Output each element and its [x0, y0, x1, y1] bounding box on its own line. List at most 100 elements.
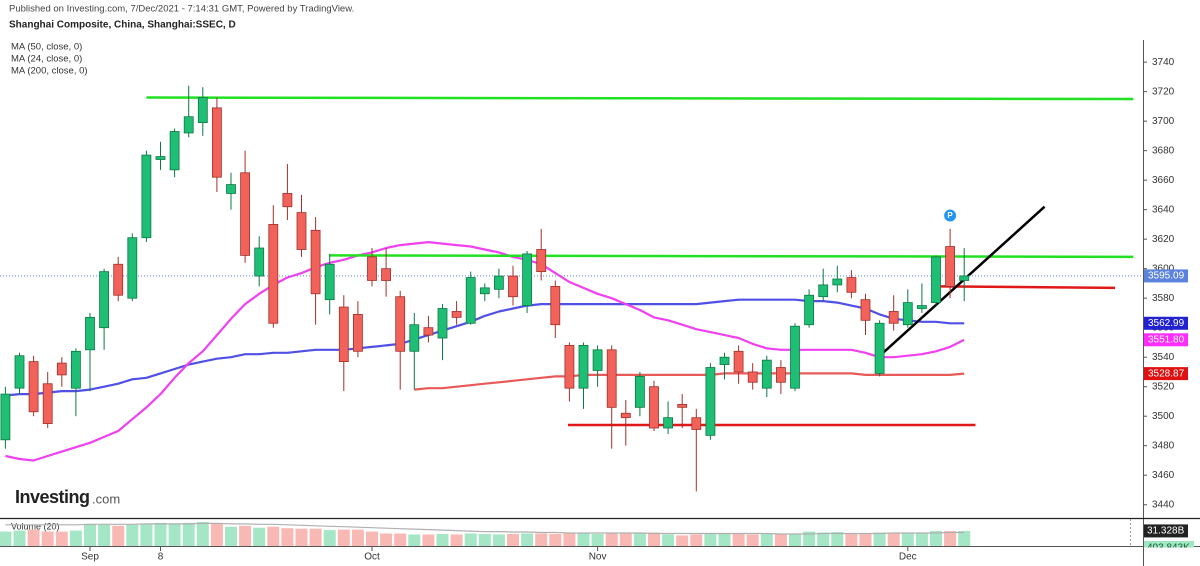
candle-body: [141, 154, 152, 239]
volume-bar: [464, 533, 477, 546]
volume-bar: [210, 523, 223, 546]
candle-body: [888, 311, 899, 324]
candle-body: [395, 296, 406, 352]
volume-bar: [41, 531, 54, 546]
volume-bar: [915, 532, 928, 546]
logo-name: Investing: [15, 487, 90, 507]
drawing-line: [877, 205, 1046, 359]
candle-body: [536, 249, 547, 273]
candle-body: [663, 417, 673, 429]
volume-bar: [887, 532, 900, 546]
candle-body: [451, 311, 462, 318]
volume-bar: [535, 533, 548, 546]
volume-bar: [648, 532, 660, 546]
candle-body: [550, 285, 561, 326]
candle-body: [268, 224, 279, 324]
volume-bar: [337, 529, 350, 546]
volume-bar: [309, 528, 322, 546]
volume-bar: [901, 533, 914, 546]
volume-last-box: [1144, 524, 1188, 538]
volume-bar: [366, 531, 378, 546]
volume-bar: [55, 531, 68, 546]
y-tick-label: 3640: [1152, 204, 1175, 215]
candle-body: [733, 350, 744, 373]
candle-body: [56, 362, 67, 376]
volume-bar: [239, 525, 252, 546]
candle-body: [338, 306, 349, 363]
candle-body: [804, 294, 814, 326]
volume-bar: [930, 531, 942, 546]
chart-title: Shanghai Composite, China, Shanghai:SSEC…: [9, 20, 236, 31]
published-note: Published on Investing.com, 7/Dec/2021 -…: [9, 4, 354, 15]
volume-bar: [295, 528, 308, 546]
volume-pane: [0, 521, 971, 546]
y-tick-label: 3600: [1152, 263, 1175, 274]
legend-entry: MA (50, close, 0): [11, 42, 82, 53]
candle-body: [211, 107, 222, 178]
volume-bar: [182, 522, 195, 546]
candle-body: [0, 393, 11, 441]
volume-bar: [84, 523, 96, 546]
y-tick-label: 3500: [1152, 411, 1175, 422]
volume-bar: [408, 534, 421, 546]
volume-bar: [619, 532, 632, 546]
ma-last-label: 3551.80: [1148, 334, 1185, 345]
y-tick-label: 3680: [1152, 145, 1175, 156]
volume-bar: [690, 534, 703, 546]
y-tick-label: 3460: [1152, 470, 1175, 481]
pivot-marker-label: P: [947, 211, 953, 220]
volume-bar: [817, 532, 830, 546]
volume-bar: [478, 533, 491, 546]
candle-body: [945, 246, 955, 287]
drawing-line: [329, 254, 1134, 259]
candle-body: [578, 344, 589, 389]
ma-last-label-box: [1144, 367, 1188, 381]
volume-bar: [577, 533, 590, 546]
axes: 3440346034803500352035403560358036003620…: [81, 57, 1200, 566]
volume-bar: [168, 523, 181, 546]
y-tick-label: 3520: [1152, 381, 1175, 392]
candle-body: [790, 325, 800, 389]
volume-bar: [98, 524, 111, 546]
volume-title: Volume (20): [11, 521, 60, 531]
volume-bar: [789, 533, 801, 546]
candle-body: [776, 367, 786, 383]
volume-ma-line: [5, 522, 965, 535]
ma-line: [5, 241, 965, 462]
volume-bar: [944, 531, 957, 546]
y-tick-label: 3480: [1152, 440, 1175, 451]
candle-body: [564, 344, 575, 389]
candle-body: [719, 356, 730, 365]
volume-bar: [154, 522, 167, 546]
ma-last-label: 3562.99: [1148, 318, 1185, 329]
candle-body: [71, 350, 81, 389]
ma-line: [414, 372, 965, 391]
candle-body: [409, 324, 420, 352]
volume-bar: [253, 527, 266, 546]
y-tick-label: 3720: [1152, 86, 1175, 97]
volume-bar: [605, 532, 618, 546]
candle-body: [959, 275, 970, 281]
candle-body: [522, 253, 532, 306]
candle-body: [465, 277, 476, 324]
candle-body: [155, 156, 166, 160]
volume-bar: [633, 533, 646, 546]
candle-body: [226, 184, 236, 194]
candle-body: [197, 97, 208, 124]
candle-body: [254, 247, 265, 277]
volume-bar: [422, 534, 435, 546]
candle-body: [310, 229, 321, 295]
candle-body: [352, 314, 363, 352]
candle-body: [296, 212, 307, 250]
x-tick-label: Oct: [364, 552, 380, 563]
volume-bar: [676, 535, 689, 546]
volume-bar: [0, 531, 12, 546]
y-tick-label: 3660: [1152, 175, 1175, 186]
candle-body: [42, 383, 53, 424]
volume-bar: [746, 534, 759, 546]
volume-bar: [225, 526, 237, 546]
volume-bar: [591, 533, 604, 546]
